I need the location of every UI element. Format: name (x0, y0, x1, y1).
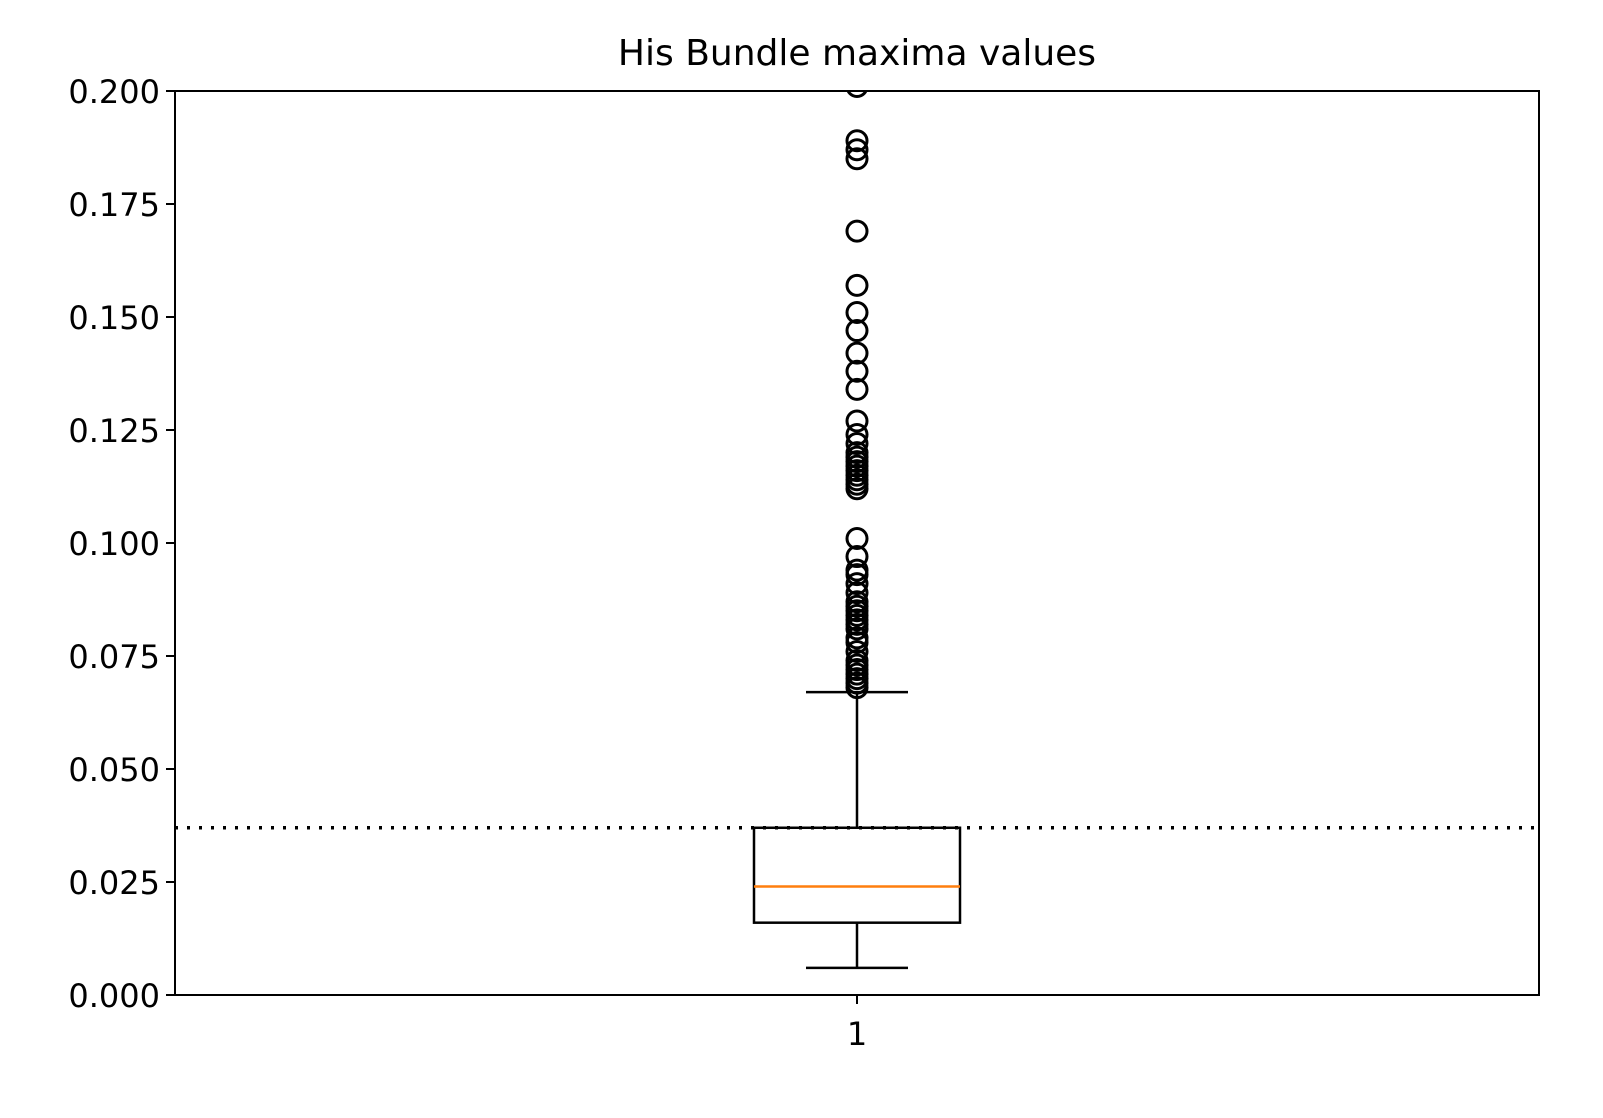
y-tick-label: 0.100 (68, 525, 160, 563)
y-tick-label: 0.125 (68, 412, 160, 450)
outlier-point (845, 639, 869, 663)
outlier-group (845, 91, 869, 700)
y-tick-label: 0.200 (68, 73, 160, 111)
y-tick-label: 0.025 (68, 864, 160, 902)
outlier-point (845, 319, 869, 343)
outlier-point (845, 273, 869, 297)
outlier-point (845, 572, 869, 596)
outlier-point (845, 138, 869, 162)
outlier-point (845, 147, 869, 171)
outlier-point (845, 590, 869, 614)
outlier-point (845, 341, 869, 365)
outlier-point (845, 526, 869, 550)
outlier-point (845, 626, 869, 650)
outlier-point (845, 409, 869, 433)
y-tick-label: 0.000 (68, 977, 160, 1015)
axes: 0.000 0.025 0.050 0.075 0.100 0.125 0.150 0.175… (68, 73, 1540, 1053)
outlier-point (845, 649, 869, 673)
outlier-point (846, 91, 868, 98)
x-tick-label: 1 (847, 1015, 867, 1053)
y-tick-label: 0.150 (68, 299, 160, 337)
outlier-point (845, 219, 869, 243)
chart-title: His Bundle maxima values (618, 33, 1096, 74)
outlier-point (845, 377, 869, 401)
outlier-point (845, 441, 869, 465)
y-tick-label: 0.050 (68, 751, 160, 789)
outlier-point (845, 432, 869, 456)
outlier-point (845, 359, 869, 383)
box-iqr (752, 826, 962, 924)
outlier-point (845, 423, 869, 447)
outlier-point (845, 129, 869, 153)
outlier-point (845, 581, 869, 605)
y-tick-label: 0.075 (68, 638, 160, 676)
plot-frame (174, 90, 1540, 996)
outlier-point (845, 545, 869, 569)
outlier-point (845, 558, 869, 582)
y-tick-label: 0.175 (68, 186, 160, 224)
outlier-point (845, 300, 869, 324)
